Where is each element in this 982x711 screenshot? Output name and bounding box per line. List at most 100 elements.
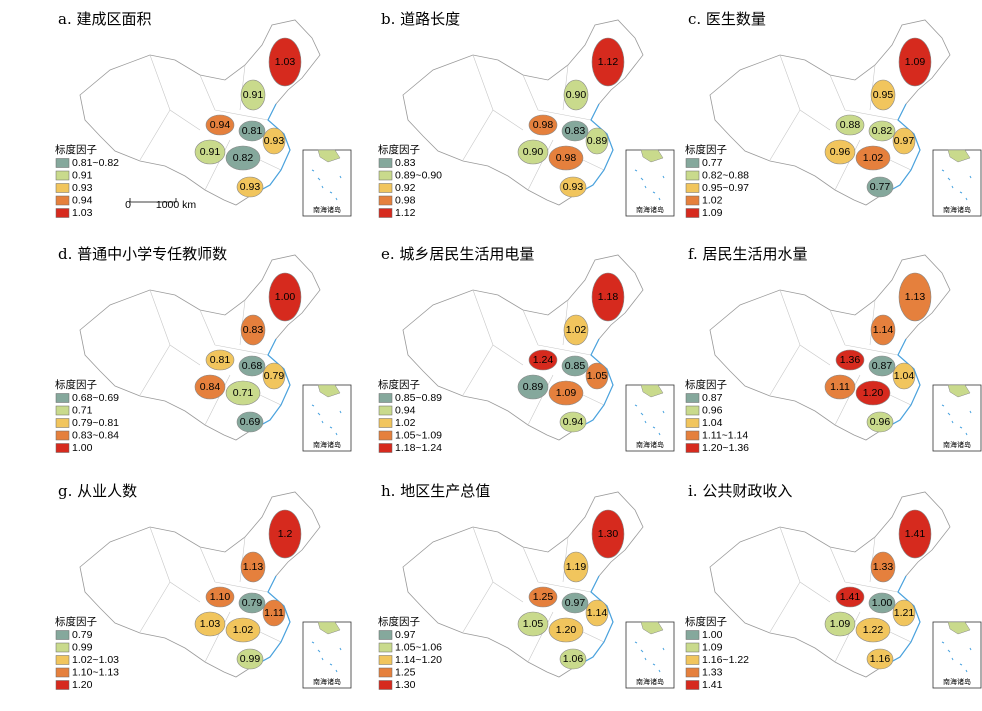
region-value: 1.22: [863, 624, 884, 636]
region: [194, 611, 226, 637]
region-value: 1.03: [275, 56, 296, 68]
region: [548, 380, 584, 406]
legend-label: 1.02: [395, 417, 416, 429]
region: [268, 37, 302, 87]
region-value: 0.88: [840, 119, 861, 131]
region: [194, 374, 226, 400]
region-value: 0.84: [200, 381, 221, 393]
region-value: 0.91: [243, 89, 264, 101]
legend-label: 1.03: [72, 207, 93, 219]
inset-land: [640, 384, 664, 398]
coast: [249, 103, 291, 197]
legend-label: 0.83: [395, 157, 416, 169]
region: [262, 599, 286, 627]
region-value: 0.94: [210, 119, 231, 131]
legend-title: 标度因子: [55, 143, 97, 156]
legend-label: 1.10~1.13: [72, 666, 119, 678]
legend-swatch: [55, 443, 70, 453]
region-value: 0.82: [872, 125, 893, 137]
legend-swatch: [685, 667, 700, 678]
coast: [572, 338, 614, 432]
inset-label: 南海诸岛: [636, 677, 664, 686]
region: [240, 314, 266, 346]
region-value: 1.02: [566, 324, 587, 336]
legend-swatch: [55, 208, 70, 218]
legend-label: 0.91: [72, 169, 93, 181]
region-value: 1.00: [275, 291, 296, 303]
legend-swatch: [378, 183, 393, 193]
inset-land: [947, 149, 971, 163]
region: [517, 139, 549, 165]
region-value: 0.69: [240, 416, 261, 428]
inset-label: 南海诸岛: [313, 205, 341, 214]
region: [868, 592, 896, 614]
region-value: 1.02: [863, 152, 884, 164]
region-value: 0.90: [566, 89, 587, 101]
legend-title: 标度因子: [685, 615, 727, 628]
panel: d. 普通中小学专任教师数 1.00 0.83 0.81 0.680.79 0.84 0.7…: [55, 245, 352, 454]
inset-islands: [311, 404, 342, 436]
legend-label: 1.05~1.09: [395, 429, 442, 441]
region: [205, 349, 235, 371]
legend-label: 1.20~1.36: [702, 442, 749, 454]
region-value: 1.2: [278, 528, 293, 540]
region: [855, 380, 891, 406]
legend-swatch: [378, 195, 393, 206]
region-value: 1.21: [894, 607, 915, 619]
region-value: 0.82: [233, 152, 254, 164]
inset-label: 南海诸岛: [636, 205, 664, 214]
legend-swatch: [685, 393, 700, 403]
region: [225, 617, 261, 643]
legend-swatch: [378, 418, 393, 428]
legend-label: 0.81~0.82: [72, 157, 119, 169]
legend-label: 1.30: [395, 679, 416, 691]
legend-label: 1.33: [702, 666, 723, 678]
legend-label: 1.04: [702, 417, 723, 429]
region: [898, 272, 932, 322]
coast: [249, 575, 291, 669]
legend-swatch: [685, 158, 700, 168]
legend-swatch: [685, 642, 700, 653]
legend-label: 0.99: [72, 641, 93, 653]
legend-swatch: [378, 667, 393, 678]
legend-label: 0.92: [395, 182, 416, 194]
region-value: 0.90: [523, 146, 544, 158]
region: [559, 648, 587, 670]
legend-label: 1.09: [702, 207, 723, 219]
region: [238, 355, 266, 377]
region: [835, 586, 865, 608]
region-value: 1.19: [566, 561, 587, 573]
legend-swatch: [685, 405, 700, 416]
region-value: 0.93: [264, 135, 285, 147]
region: [268, 272, 302, 322]
region-value: 1.06: [563, 653, 584, 665]
region: [824, 611, 856, 637]
region: [225, 380, 261, 406]
region: [585, 362, 609, 390]
region-value: 1.10: [210, 591, 231, 603]
region: [870, 551, 896, 583]
legend-swatch: [378, 630, 393, 640]
region: [855, 145, 891, 171]
region: [225, 145, 261, 171]
region: [205, 586, 235, 608]
region-value: 1.05: [523, 618, 544, 630]
legend-label: 0.83~0.84: [72, 429, 119, 441]
region: [517, 374, 549, 400]
region-value: 1.18: [598, 291, 619, 303]
region-value: 0.83: [243, 324, 264, 336]
legend-title: 标度因子: [378, 143, 420, 156]
legend-swatch: [55, 393, 70, 403]
panel-title: g. 从业人数: [58, 482, 137, 500]
region-value: 1.04: [894, 370, 915, 382]
legend-label: 0.68~0.69: [72, 392, 119, 404]
legend-swatch: [55, 630, 70, 640]
inset-label: 南海诸岛: [943, 677, 971, 686]
region: [517, 611, 549, 637]
legend-label: 1.18~1.24: [395, 442, 442, 454]
legend-label: 1.05~1.06: [395, 641, 442, 653]
legend-label: 1.25: [395, 666, 416, 678]
